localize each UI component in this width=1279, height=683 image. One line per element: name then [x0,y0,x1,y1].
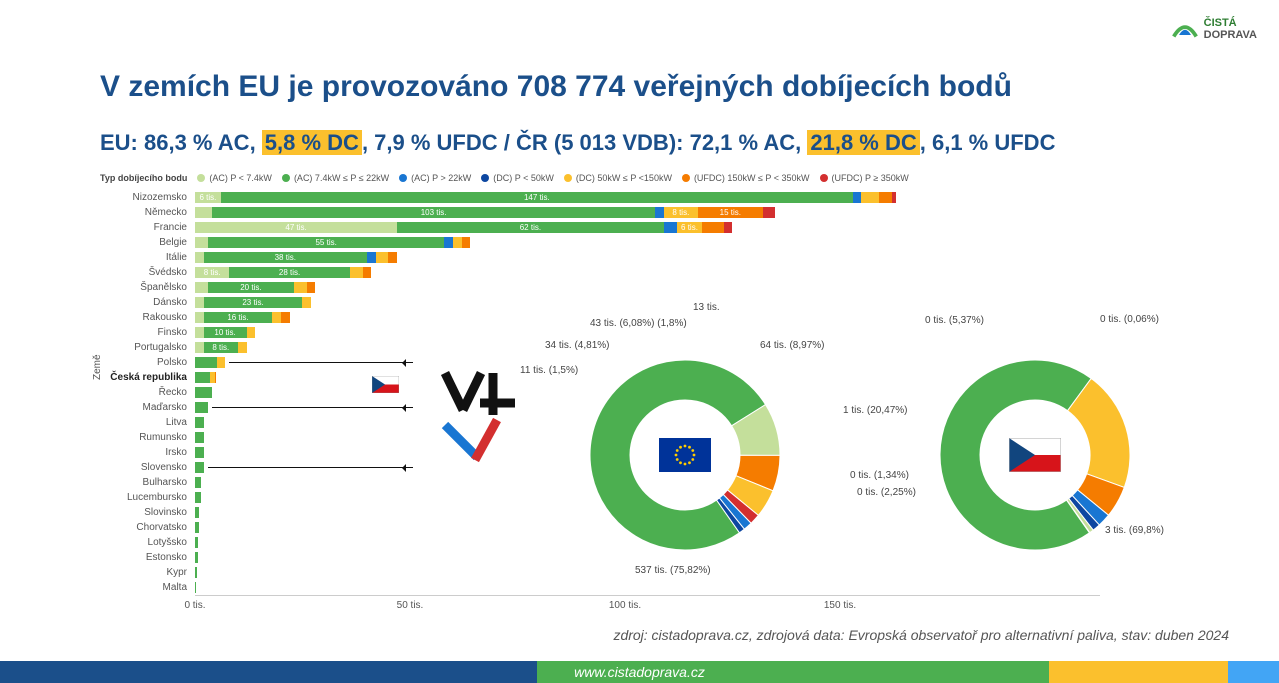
source-citation: zdroj: cistadoprava.cz, zdrojová data: E… [613,627,1229,643]
bar-row: Španělsko20 tis. [100,280,1100,295]
donut-chart-eu: 64 tis. (8,97%)13 tis.43 tis. (6,08%) (1… [540,310,830,600]
donut-label: 1 tis. (20,47%) [843,405,907,416]
bar-row: Švédsko8 tis.28 tis. [100,265,1100,280]
page-title: V zemích EU je provozováno 708 774 veřej… [100,70,1012,104]
page-subtitle: EU: 86,3 % AC, 5,8 % DC, 7,9 % UFDC / ČR… [100,130,1055,156]
bar-row: Německo103 tis.8 tis.15 tis. [100,205,1100,220]
chart-area: Země Nizozemsko6 tis.147 tis.Německo103 … [100,190,1200,620]
donut-label: 0 tis. (0,06%) [1100,314,1159,325]
footer-bar: www.cistadoprava.cz [0,661,1279,683]
donut-label: 64 tis. (8,97%) [760,340,824,351]
brand-logo: ČISTÁ DOPRAVA [1170,14,1257,44]
donut-label: 0 tis. (5,37%) [925,315,984,326]
footer-url: www.cistadoprava.cz [0,661,1279,683]
donut-label: 34 tis. (4,81%) [545,340,609,351]
donut-label: 537 tis. (75,82%) [635,565,711,576]
bar-row: Itálie38 tis. [100,250,1100,265]
brand-line2: DOPRAVA [1204,29,1257,41]
eu-flag-icon [659,438,711,472]
bar-row: Belgie55 tis. [100,235,1100,250]
donut-label: 0 tis. (1,34%) [850,470,909,481]
cz-flag-icon [1009,438,1061,472]
donut-label: 0 tis. (2,25%) [857,487,916,498]
logo-icon [1170,14,1200,44]
donut-chart-cz: 0 tis. (5,37%)0 tis. (0,06%)1 tis. (20,4… [890,310,1180,600]
brand-line1: ČISTÁ [1204,17,1257,29]
bar-row: Nizozemsko6 tis.147 tis. [100,190,1100,205]
donut-label: 11 tis. (1,5%) [520,365,578,376]
donut-label: 3 tis. (69,8%) [1105,525,1164,536]
donut-label: 13 tis. [693,302,720,313]
chart-legend: Typ dobíjecího bodu(AC) P < 7.4kW(AC) 7.… [100,173,915,183]
bar-row: Francie47 tis.62 tis.6 tis. [100,220,1100,235]
cz-flag-icon [372,376,399,393]
v4-logo [415,365,525,465]
donut-label: 43 tis. (6,08%) (1,8%) [590,318,687,329]
bar-row: Dánsko23 tis. [100,295,1100,310]
